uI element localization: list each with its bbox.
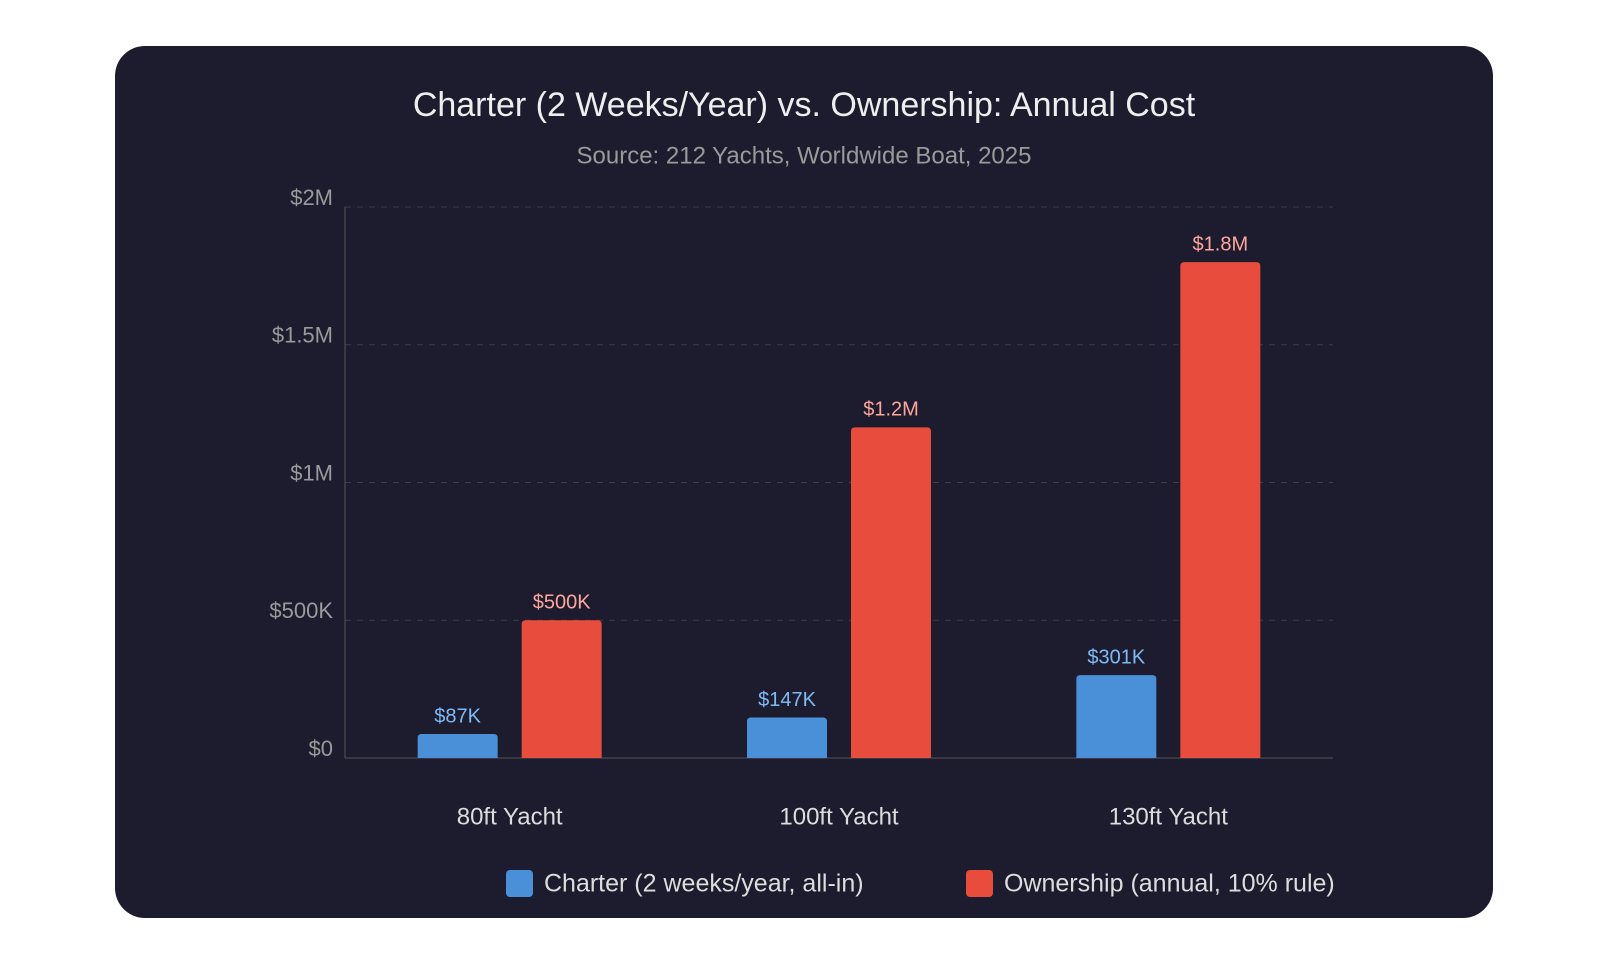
y-tick-label: $2M (290, 185, 333, 210)
bar (1076, 675, 1157, 758)
y-tick-label: $0 (309, 736, 333, 761)
chart-title: Charter (2 Weeks/Year) vs. Ownership: An… (413, 86, 1196, 124)
bar (747, 717, 827, 758)
x-tick-label: 130ft Yacht (1109, 803, 1229, 830)
x-tick-label: 80ft Yacht (457, 803, 563, 830)
value-label: $500K (533, 592, 591, 614)
value-label: $1.2M (863, 399, 919, 421)
value-label: $1.8M (1193, 233, 1249, 255)
legend-label: Ownership (annual, 10% rule) (1004, 870, 1335, 898)
value-label: $147K (758, 689, 816, 711)
y-tick-label: $1M (290, 460, 333, 485)
y-tick-label: $1.5M (272, 323, 333, 348)
value-label: $87K (434, 705, 481, 727)
value-label: $301K (1087, 646, 1145, 668)
bar (1180, 262, 1261, 758)
legend-swatch (966, 870, 993, 897)
bar (521, 620, 602, 758)
chart-subtitle: Source: 212 Yachts, Worldwide Boat, 2025 (577, 142, 1032, 169)
x-tick-label: 100ft Yacht (779, 803, 899, 830)
bar (417, 734, 498, 758)
y-tick-label: $500K (269, 598, 333, 623)
legend-swatch (506, 870, 533, 897)
bar (851, 427, 931, 758)
legend-label: Charter (2 weeks/year, all-in) (544, 870, 864, 898)
